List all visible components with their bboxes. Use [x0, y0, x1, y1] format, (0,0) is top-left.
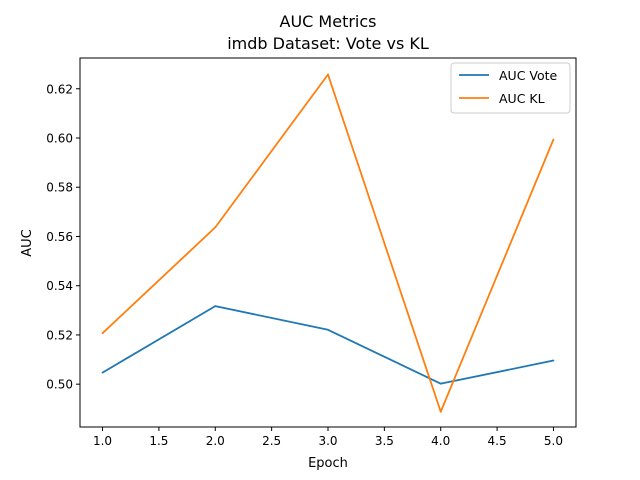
chart-title: AUC Metrics: [280, 12, 377, 31]
data-point: [552, 138, 555, 141]
x-tick-label: 4.5: [488, 434, 507, 448]
y-tick-label: 0.56: [46, 230, 73, 244]
x-tick-label: 1.5: [149, 434, 168, 448]
x-tick-label: 2.0: [206, 434, 225, 448]
x-axis-label: Epoch: [308, 456, 348, 471]
y-tick-label: 0.52: [46, 328, 73, 342]
plot-area: [101, 73, 555, 413]
legend-label-auc-vote: AUC Vote: [499, 68, 558, 83]
data-point: [327, 328, 329, 331]
x-tick-label: 1.0: [93, 434, 112, 448]
x-tick-label: 4.0: [431, 434, 450, 448]
data-point: [101, 371, 104, 374]
legend: AUC Vote AUC KL: [450, 62, 571, 114]
data-point: [214, 305, 217, 308]
data-point: [552, 359, 555, 362]
x-tick-label: 3.0: [318, 434, 337, 448]
data-point: [439, 382, 442, 385]
y-tick-label: 0.58: [46, 181, 73, 195]
legend-label-auc-kl: AUC KL: [499, 91, 545, 106]
data-point: [101, 332, 104, 335]
x-tick-label: 2.5: [262, 434, 281, 448]
data-point: [214, 226, 217, 229]
y-tick-label: 0.62: [46, 82, 73, 96]
chart-subtitle: imdb Dataset: Vote vs KL: [227, 34, 429, 53]
y-tick-label: 0.54: [46, 279, 73, 293]
axes-frame: [79, 57, 577, 428]
axis-ticks: 1.0 1.5 2.0 2.5 3.0 3.5 4.0 4.5 5.0 0.50 0.52 0.54 0…: [46, 82, 563, 448]
x-tick-label: 3.5: [375, 434, 394, 448]
data-point: [327, 73, 329, 76]
y-tick-label: 0.50: [46, 378, 73, 392]
x-tick-label: 5.0: [544, 434, 563, 448]
y-axis-label: AUC: [20, 229, 35, 257]
data-point: [439, 410, 442, 413]
y-tick-label: 0.60: [46, 132, 73, 146]
